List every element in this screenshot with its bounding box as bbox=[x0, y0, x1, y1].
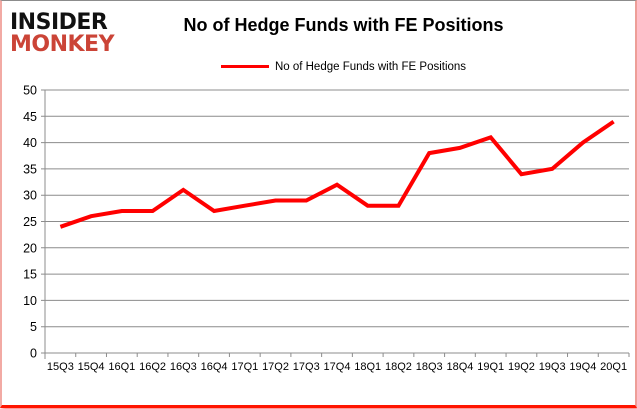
x-axis-label: 20Q1 bbox=[600, 361, 627, 373]
y-axis-label: 15 bbox=[23, 268, 37, 282]
logo-line2: MONKEY bbox=[10, 32, 115, 57]
x-axis-label: 16Q2 bbox=[139, 361, 166, 373]
x-axis-label: 16Q1 bbox=[108, 361, 135, 373]
x-axis-label: 17Q1 bbox=[231, 361, 258, 373]
x-axis-label: 15Q3 bbox=[47, 361, 74, 373]
legend-line-swatch bbox=[220, 65, 269, 68]
x-axis-label: 16Q3 bbox=[170, 361, 197, 373]
y-axis-label: 30 bbox=[23, 189, 37, 203]
x-axis-label: 18Q1 bbox=[354, 361, 381, 373]
legend: No of Hedge Funds with FE Positions bbox=[62, 55, 625, 73]
x-axis-label: 15Q4 bbox=[78, 361, 105, 373]
x-axis-label: 19Q4 bbox=[569, 361, 596, 373]
legend-label: No of Hedge Funds with FE Positions bbox=[274, 60, 467, 73]
y-axis-label: 0 bbox=[30, 347, 37, 361]
x-axis-label: 16Q4 bbox=[201, 361, 228, 373]
x-axis-label: 19Q3 bbox=[539, 361, 566, 373]
x-axis-label: 17Q4 bbox=[324, 361, 351, 373]
x-axis-label: 17Q2 bbox=[262, 361, 289, 373]
x-axis-label: 18Q2 bbox=[385, 361, 412, 373]
x-axis-label: 19Q2 bbox=[508, 361, 535, 373]
x-axis-label: 18Q3 bbox=[416, 361, 443, 373]
y-axis-label: 45 bbox=[23, 110, 37, 124]
insider-monkey-logo: INSIDER MONKEY bbox=[10, 10, 115, 57]
y-axis-label: 25 bbox=[23, 215, 37, 229]
chart-title: No of Hedge Funds with FE Positions bbox=[183, 15, 504, 35]
x-axis-label: 17Q3 bbox=[293, 361, 320, 373]
x-axis-label: 18Q4 bbox=[446, 361, 473, 373]
data-line bbox=[59, 119, 615, 229]
y-axis-label: 5 bbox=[30, 320, 37, 334]
y-axis-label: 20 bbox=[23, 241, 37, 255]
y-axis-label: 35 bbox=[23, 162, 37, 176]
y-axis-label: 40 bbox=[23, 136, 37, 150]
logo-line1: INSIDER bbox=[10, 10, 108, 35]
x-axis-label: 19Q1 bbox=[477, 361, 504, 373]
y-axis-label: 50 bbox=[23, 84, 37, 98]
y-axis-label: 10 bbox=[23, 294, 37, 308]
